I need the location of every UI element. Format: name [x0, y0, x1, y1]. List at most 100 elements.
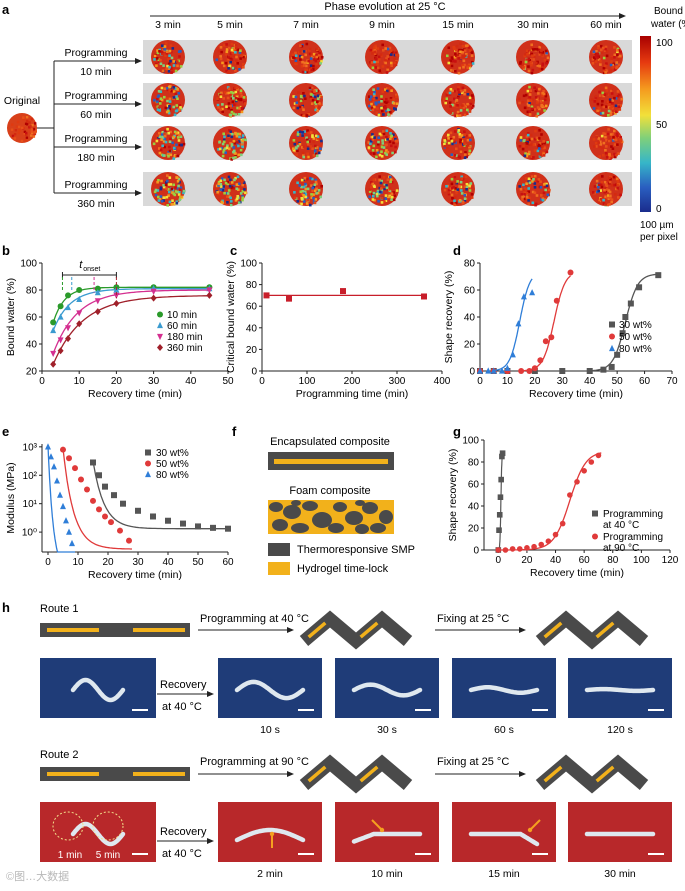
- phase-pixel: [607, 194, 610, 197]
- phase-pixel: [394, 60, 398, 64]
- phase-pixel: [597, 108, 601, 112]
- phase-pixel: [172, 157, 175, 160]
- phase-pixel: [300, 113, 304, 117]
- phase-pixel: [221, 189, 225, 192]
- phase-pixel: [610, 60, 613, 63]
- original-pixel: [25, 136, 29, 139]
- phase-pixel: [539, 180, 542, 183]
- phase-pixel: [382, 146, 386, 149]
- phase-pixel: [608, 180, 612, 184]
- phase-pixel: [231, 100, 235, 104]
- phase-pixel: [314, 189, 317, 193]
- phase-pixel: [230, 42, 234, 46]
- route2-gel-2: [133, 772, 185, 776]
- data-point: [76, 287, 83, 293]
- phase-pixel: [538, 129, 541, 132]
- phase-pixel: [223, 178, 226, 182]
- phase-pixel: [157, 195, 160, 199]
- phase-pixel: [163, 196, 166, 199]
- phase-pixel: [235, 187, 239, 191]
- phase-pixel: [310, 52, 314, 56]
- data-point: [96, 506, 102, 513]
- photo-time-label: 2 min: [257, 868, 283, 880]
- phase-pixel: [315, 107, 319, 110]
- phase-pixel: [541, 145, 544, 148]
- phase-pixel: [318, 51, 321, 55]
- phase-pixel: [613, 96, 616, 100]
- phase-pixel: [372, 152, 376, 155]
- phase-pixel: [380, 133, 383, 137]
- phase-pixel: [238, 68, 241, 71]
- phase-pixel: [312, 54, 316, 58]
- phase-pixel: [617, 63, 621, 67]
- phase-pixel: [458, 145, 462, 148]
- phase-pixel: [609, 135, 612, 139]
- phase-sample-circle: [589, 126, 623, 160]
- phase-pixel: [230, 201, 233, 205]
- phase-pixel: [521, 147, 525, 151]
- phase-pixel: [532, 143, 535, 147]
- phase-pixel: [224, 53, 228, 56]
- data-point: [518, 368, 525, 374]
- phase-pixel: [296, 181, 299, 185]
- phase-pixel: [294, 54, 298, 57]
- route1-shape-programmed: [299, 610, 413, 650]
- smp-particle: [370, 523, 386, 533]
- phase-pixel: [597, 97, 601, 100]
- y-tick-label: 80: [464, 259, 476, 270]
- legend-label: Programming: [603, 532, 663, 543]
- phase-pixel: [616, 134, 619, 138]
- phase-pixel: [527, 190, 530, 194]
- y-tick-label: 10²: [23, 471, 38, 482]
- route1-recovery-temp: at 40 °C: [162, 701, 202, 713]
- data-point: [509, 351, 516, 358]
- phase-pixel: [159, 148, 163, 152]
- phase-pixel: [315, 187, 318, 191]
- route2-arrow-2-head: [519, 771, 526, 777]
- phase-pixel: [219, 93, 222, 97]
- y-tick-label: 60: [464, 286, 476, 297]
- photo-label-5min: 5 min: [96, 850, 120, 861]
- colorbar-title-2: water (%): [650, 19, 685, 30]
- data-point: [504, 364, 511, 371]
- phase-pixel: [315, 182, 318, 186]
- legend-label: 50 wt%: [619, 332, 652, 343]
- phase-pixel: [175, 201, 179, 205]
- phase-pixel: [536, 149, 540, 153]
- phase-pixel: [543, 146, 546, 149]
- phase-pixel: [458, 66, 461, 70]
- phase-pixel: [471, 60, 474, 64]
- phase-pixel: [178, 104, 181, 107]
- phase-pixel: [233, 141, 236, 145]
- route1-recovery: Recovery: [160, 679, 207, 691]
- data-point: [84, 486, 90, 493]
- phase-pixel: [396, 54, 400, 57]
- phase-pixel: [548, 188, 551, 192]
- route1-label: Route 1: [40, 603, 79, 615]
- zigzag-hydrogel: [595, 765, 615, 783]
- phase-pixel: [182, 189, 186, 193]
- phase-pixel: [607, 197, 611, 200]
- phase-pixel: [525, 142, 529, 145]
- phase-pixel: [241, 190, 245, 193]
- phase-pixel: [306, 196, 309, 200]
- phase-pixel: [227, 189, 231, 192]
- smp-particle: [362, 502, 378, 514]
- phase-pixel: [597, 137, 601, 140]
- phase-pixel: [545, 61, 548, 65]
- x-tick-label: 20: [102, 557, 114, 568]
- phase-pixel: [525, 58, 529, 61]
- phase-pixel: [535, 136, 539, 140]
- phase-pixel: [602, 46, 605, 50]
- phase-pixel: [471, 62, 475, 65]
- phase-pixel: [176, 131, 180, 135]
- data-point: [515, 320, 522, 327]
- phase-pixel: [241, 50, 245, 54]
- phase-pixel: [237, 182, 241, 186]
- indicator-arrow: [529, 819, 541, 831]
- phase-pixel: [448, 179, 452, 182]
- phase-pixel: [230, 96, 234, 100]
- phase-pixel: [227, 57, 231, 61]
- phase-pixel: [534, 129, 537, 133]
- phase-pixel: [530, 52, 534, 56]
